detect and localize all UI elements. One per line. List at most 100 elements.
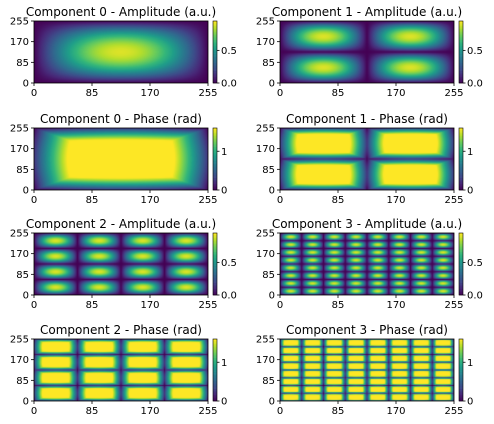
y-tick-label: 85: [16, 58, 29, 69]
colorbar-segment: [213, 146, 217, 149]
colorbar-segment: [213, 75, 217, 78]
colorbar-tick-label: 1: [221, 147, 227, 158]
chart-title: Component 1 - Amplitude (a.u.): [272, 5, 462, 19]
colorbar-segment: [459, 340, 463, 343]
colorbar-segment: [459, 81, 463, 84]
colorbar-segment: [213, 28, 217, 31]
x-tick-label: 0: [31, 300, 37, 311]
colorbar-segment: [459, 27, 463, 30]
colorbar-segment: [213, 70, 217, 73]
colorbar-segment: [213, 143, 217, 146]
colorbar-segment: [459, 180, 463, 183]
colorbar-segment: [213, 277, 217, 280]
colorbar-segment: [213, 248, 217, 251]
colorbar-segment: [213, 33, 217, 36]
colorbar-segment: [459, 39, 463, 42]
y-tick-label: 85: [16, 270, 29, 281]
colorbar-segment: [213, 65, 217, 68]
colorbar-tick-label: 0.0: [467, 79, 483, 90]
colorbar-segment: [213, 282, 217, 285]
colorbar-segment: [213, 25, 217, 28]
colorbar-segment: [459, 148, 463, 150]
heatmap-image: [34, 339, 208, 401]
colorbar-segment: [459, 155, 463, 158]
colorbar-segment: [213, 137, 217, 140]
colorbar-segment: [213, 257, 217, 260]
colorbar-segment: [213, 157, 217, 160]
colorbar-segment: [459, 53, 463, 56]
colorbar-segment: [459, 129, 463, 132]
colorbar-segment: [459, 151, 463, 154]
colorbar-segment: [459, 343, 463, 346]
colorbar-segment: [213, 346, 217, 349]
chart-panel: Component 3 - Amplitude (a.u.) 0 85 170 255 0…: [256, 217, 483, 311]
colorbar-segment: [459, 383, 463, 386]
colorbar-segment: [213, 242, 217, 245]
colorbar-segment: [213, 394, 217, 397]
colorbar-tick-label: 0.5: [467, 258, 483, 269]
y-tick-label: 255: [256, 17, 275, 28]
colorbar-segment: [459, 242, 463, 245]
colorbar-segment: [213, 185, 217, 188]
colorbar-segment: [213, 396, 217, 399]
y-tick-label: 85: [262, 270, 275, 281]
colorbar-segment: [459, 368, 463, 371]
heatmap-image: [280, 21, 454, 83]
colorbar-segment: [213, 293, 217, 296]
colorbar-segment: [213, 169, 217, 172]
colorbar-segment: [213, 138, 217, 141]
colorbar-segment: [459, 397, 463, 400]
colorbar-tick-label: 1: [467, 358, 473, 369]
colorbar-segment: [459, 56, 463, 59]
plot-frame: [33, 127, 209, 191]
plot-frame: [33, 20, 209, 84]
x-tick-label: 85: [332, 406, 345, 417]
x-tick-label: 255: [444, 300, 463, 311]
colorbar-segment: [213, 393, 217, 396]
colorbar-segment: [213, 186, 217, 189]
y-tick-label: 0: [23, 397, 29, 408]
colorbar-segment: [459, 25, 463, 28]
colorbar-segment: [459, 128, 463, 130]
colorbar-segment: [213, 253, 217, 255]
colorbar-segment: [213, 62, 217, 65]
colorbar-segment: [213, 131, 217, 133]
chart-title: Component 0 - Amplitude (a.u.): [26, 5, 216, 19]
colorbar-segment: [459, 270, 463, 273]
colorbar-segment: [459, 281, 463, 283]
y-tick-label: 0: [23, 186, 29, 197]
colorbar-segment: [459, 154, 463, 157]
colorbar-segment: [213, 69, 217, 71]
colorbar-segment: [213, 135, 217, 138]
colorbar-segment: [213, 73, 217, 76]
colorbar-segment: [213, 81, 217, 84]
colorbar-segment: [459, 374, 463, 377]
x-tick-label: 85: [86, 406, 99, 417]
colorbar-segment: [459, 34, 463, 37]
colorbar-segment: [459, 348, 463, 351]
colorbar-segment: [459, 140, 463, 143]
colorbar-segment: [213, 245, 217, 248]
colorbar-segment: [459, 50, 463, 53]
colorbar-tick-label: 0: [467, 186, 473, 197]
x-tick-label: 85: [332, 300, 345, 311]
colorbar-segment: [459, 273, 463, 276]
colorbar-segment: [213, 357, 217, 360]
colorbar-segment: [459, 134, 463, 137]
colorbar-segment: [459, 346, 463, 349]
colorbar-segment: [213, 363, 217, 366]
colorbar-segment: [459, 182, 463, 185]
chart-title: Component 3 - Amplitude (a.u.): [272, 217, 462, 231]
y-tick-label: 0: [269, 291, 275, 302]
x-tick-label: 170: [140, 300, 159, 311]
x-tick-label: 0: [277, 195, 283, 206]
colorbar-segment: [459, 268, 463, 271]
colorbar-segment: [459, 24, 463, 26]
colorbar-segment: [213, 50, 217, 53]
x-tick-label: 170: [386, 195, 405, 206]
heatmap-image: [280, 339, 454, 401]
colorbar-segment: [459, 376, 463, 379]
colorbar-segment: [213, 48, 217, 51]
colorbar-segment: [213, 24, 217, 26]
colorbar-segment: [213, 30, 217, 33]
